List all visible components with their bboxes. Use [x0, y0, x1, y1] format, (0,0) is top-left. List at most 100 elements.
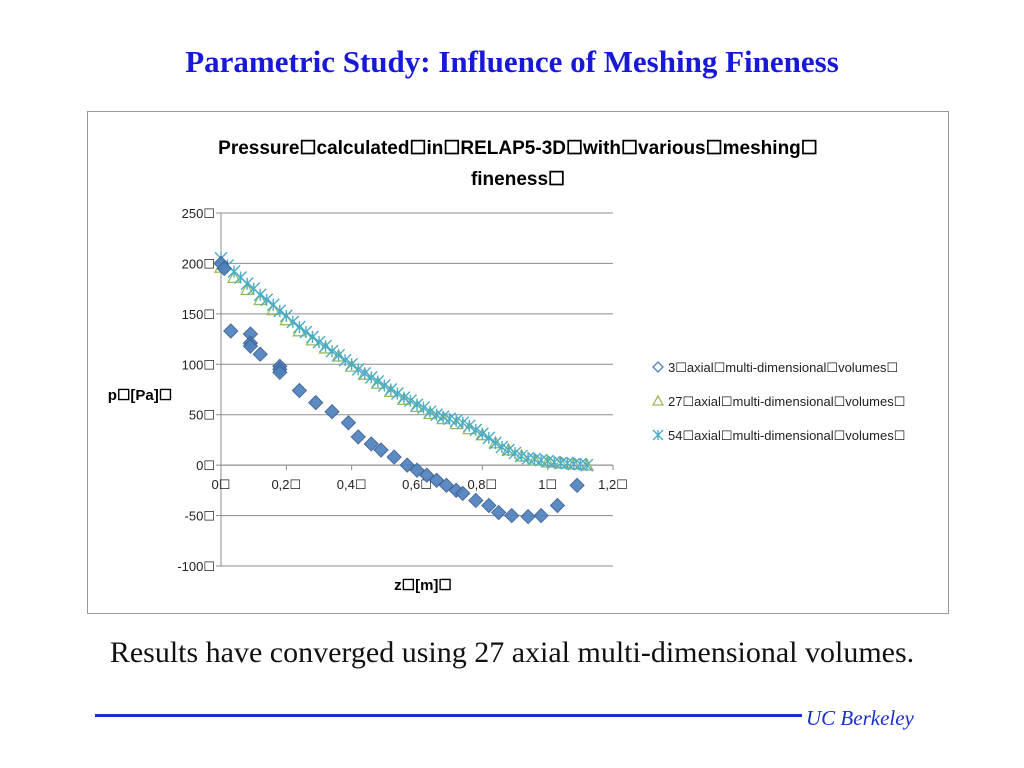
series-2-point — [226, 270, 242, 283]
series-1-point — [399, 457, 415, 473]
series-3-point — [286, 315, 300, 329]
chart-frame: Pressure☐calculated☐in☐RELAP5-3D☐with☐va… — [87, 111, 949, 614]
series-2-point — [253, 292, 268, 306]
series-1-point — [363, 436, 379, 452]
y-tick-label: 150☐ — [182, 307, 215, 322]
series-1-point — [533, 507, 549, 524]
series-2-point — [422, 406, 438, 420]
x-tick-label: 0,2☐ — [271, 477, 301, 492]
series-1-point — [242, 338, 259, 354]
series-1-point — [409, 462, 425, 478]
series-2-point — [240, 282, 255, 296]
legend-label-3: 54☐axial☐multi-dimensional☐volumes☐ — [668, 428, 905, 443]
series-3-point — [462, 419, 476, 433]
series-3-point — [305, 330, 319, 344]
series-1-point — [340, 415, 357, 431]
series-1-point — [419, 467, 435, 483]
chart-title-line-2: fineness☐ — [471, 169, 565, 190]
series-3-point — [456, 416, 470, 430]
series-3-point — [377, 378, 391, 392]
series-1-point — [504, 507, 520, 524]
series-3-point — [351, 362, 365, 376]
y-tick-label: 100☐ — [182, 357, 215, 372]
series-3-point — [554, 456, 568, 470]
series-3-point — [390, 387, 404, 401]
x-tick-label: 0☐ — [212, 477, 231, 492]
series-1-point — [308, 394, 324, 411]
series-1-point — [272, 364, 288, 381]
series-3-point — [475, 427, 489, 441]
pressure-chart: Pressure☐calculated☐in☐RELAP5-3D☐with☐va… — [108, 138, 906, 594]
series-3-point — [240, 277, 254, 291]
series-3-point — [371, 374, 385, 388]
series-3-point — [482, 431, 496, 445]
series-1-point — [373, 442, 389, 458]
legend-marker-3 — [652, 429, 664, 441]
series-1-point — [223, 323, 239, 339]
series-2-point — [266, 302, 281, 316]
series-1-point — [350, 429, 366, 445]
y-tick-label: 200☐ — [182, 256, 215, 271]
series-3-point — [403, 394, 417, 408]
series-1-point — [216, 260, 232, 277]
slide-title: Parametric Study: Influence of Meshing F… — [185, 44, 839, 79]
x-axis-title: z☐[m]☐ — [394, 577, 452, 594]
series-3-point — [397, 391, 411, 405]
series-3-point — [338, 353, 352, 367]
series-3-point — [384, 383, 398, 396]
x-tick-label: 0,8☐ — [467, 477, 497, 492]
slide-caption: Results have converged using 27 axial mu… — [109, 636, 915, 669]
series-3-point — [260, 293, 274, 307]
x-tick-label: 1☐ — [538, 477, 557, 492]
x-tick-label: 0,4☐ — [337, 477, 367, 492]
y-tick-label: 50☐ — [189, 408, 215, 423]
legend-marker-2 — [651, 394, 665, 406]
series-3-point — [488, 436, 502, 450]
series-3-point — [417, 401, 431, 415]
series-1-point — [324, 403, 340, 420]
series-1-point — [438, 477, 455, 494]
legend-label-1: 3☐axial☐multi-dimensional☐volumes☐ — [668, 360, 898, 375]
series-1-point — [490, 504, 507, 521]
footer-org: UC Berkeley — [806, 706, 914, 730]
series-3-point — [410, 398, 424, 412]
series-1-point — [291, 382, 308, 399]
chart-title-line-1: Pressure☐calculated☐in☐RELAP5-3D☐with☐va… — [218, 138, 818, 159]
series-1-point — [455, 485, 471, 502]
series-3-point — [508, 446, 522, 460]
x-tick-label: 1,2☐ — [598, 477, 628, 492]
footer-rule — [95, 714, 802, 717]
series-1-point — [569, 477, 585, 494]
legend-marker-1 — [652, 361, 664, 373]
y-tick-label: 0☐ — [196, 458, 215, 473]
series-3-point — [312, 335, 326, 349]
series-3-point — [567, 457, 581, 471]
y-tick-label: -100☐ — [177, 559, 215, 574]
series-1-point — [386, 449, 402, 465]
y-tick-label: -50☐ — [185, 509, 215, 524]
series-3-point — [345, 357, 359, 371]
series-3-point — [364, 370, 378, 384]
series-3-point — [423, 405, 437, 419]
series-3-point — [325, 344, 339, 358]
series-1-point — [481, 497, 497, 514]
series-3-point — [299, 325, 313, 339]
y-axis-title: p☐[Pa]☐ — [108, 387, 172, 404]
series-1-point — [468, 492, 484, 509]
series-2-point — [396, 392, 412, 406]
series-3-point — [501, 443, 515, 457]
series-1-point — [549, 497, 566, 514]
legend-label-2: 27☐axial☐multi-dimensional☐volumes☐ — [668, 394, 905, 409]
series-3-point — [273, 304, 287, 318]
series-3-point — [580, 458, 594, 472]
series-3-point — [358, 366, 372, 380]
series-3-point — [495, 440, 509, 454]
series-1-point — [252, 346, 268, 362]
series-3-point — [469, 423, 483, 437]
y-tick-label: 250☐ — [182, 206, 215, 221]
series-1-point — [428, 472, 445, 488]
x-tick-label: 0,6☐ — [402, 477, 432, 492]
series-3-point — [292, 320, 306, 334]
series-1-point — [520, 508, 536, 525]
series-3-point — [319, 339, 333, 353]
